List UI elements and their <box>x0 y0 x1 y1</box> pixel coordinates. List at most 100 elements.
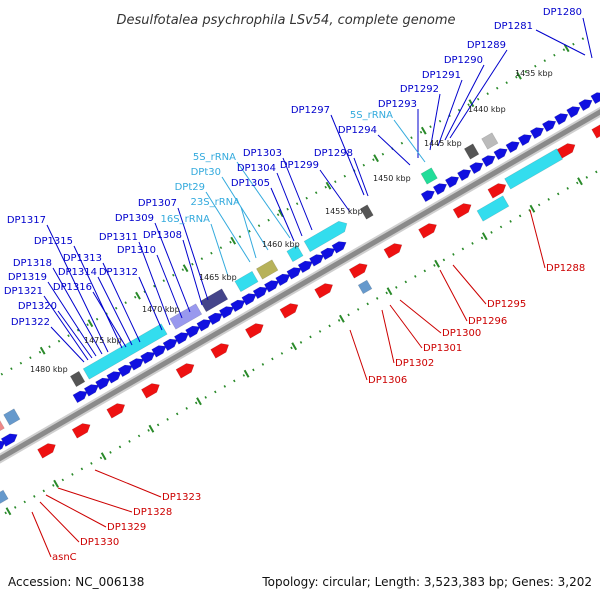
feature-label: DP1296 <box>468 316 507 327</box>
misc-feature <box>0 489 9 504</box>
scale-label: 1450 kbp <box>373 174 411 183</box>
misc-feature <box>255 259 279 280</box>
forward-cds <box>420 190 436 203</box>
misc-feature <box>463 143 480 160</box>
callout-line <box>452 264 487 305</box>
callout-line <box>45 494 107 528</box>
forward-cds <box>297 260 313 274</box>
feature-label: DP1311 <box>99 232 138 243</box>
feature-label: 23S_rRNA <box>191 197 241 208</box>
forward-cds <box>529 127 545 140</box>
forward-cds <box>275 273 291 287</box>
misc-feature <box>69 370 86 388</box>
callout-line <box>39 501 80 543</box>
callout-line <box>205 191 251 263</box>
forward-cds <box>218 306 235 319</box>
feature-label: DP1299 <box>280 160 319 171</box>
accession-text: Accession: NC_006138 <box>8 575 144 589</box>
feature-label: DP1320 <box>18 301 57 312</box>
feature-label: DP1293 <box>378 99 417 110</box>
feature-label: DP1288 <box>546 263 585 274</box>
forward-cds <box>263 280 280 293</box>
feature-label: asnC <box>52 552 77 563</box>
callout-line <box>43 295 89 361</box>
forward-cds <box>566 106 581 119</box>
feature-label: DP1309 <box>115 213 154 224</box>
reverse-cds <box>244 323 264 339</box>
reverse-cds <box>71 423 91 439</box>
forward-cds <box>106 371 122 384</box>
feature-label: DP1312 <box>99 267 138 278</box>
forward-cds <box>95 377 111 391</box>
callout-line <box>439 269 468 322</box>
label-callouts <box>31 17 593 558</box>
callout-line <box>94 469 162 498</box>
inner-tick-line <box>4 170 598 515</box>
feature-labels: DP1280 DP1281 DP1289 DP1290 DP1291 DP1292 DP12… <box>4 7 585 563</box>
callout-line <box>349 329 368 381</box>
forward-cds <box>241 293 257 306</box>
rna-feature <box>82 323 168 380</box>
callout-line <box>92 291 127 348</box>
callout-line <box>270 187 295 242</box>
forward-cds <box>331 241 347 254</box>
scale-ticks <box>0 37 598 516</box>
inner-tick-line-major <box>5 177 583 516</box>
feature-label: DP1322 <box>11 317 50 328</box>
feature-label: DP1295 <box>487 299 526 310</box>
callout-line <box>57 487 133 513</box>
scale-label: 1465 kbp <box>199 273 237 282</box>
callout-line <box>182 239 203 306</box>
forward-cds <box>444 176 460 189</box>
feature-label: DP1308 <box>143 230 182 241</box>
scale-label: 1455 kbp <box>325 207 363 216</box>
scale-label: 1480 kbp <box>30 365 68 374</box>
reverse-cds <box>487 183 507 199</box>
feature-label: DP1294 <box>338 125 377 136</box>
misc-feature <box>169 303 203 330</box>
forward-cds <box>252 286 268 300</box>
forward-cds <box>196 319 212 332</box>
scale-label: 1470 kbp <box>142 305 180 314</box>
scale-labels: 1435 kbp 1440 kbp 1445 kbp 1450 kbp 1455 kbp… <box>30 69 553 374</box>
callout-line <box>529 209 546 269</box>
callout-line <box>399 299 442 334</box>
feature-tracks <box>0 92 600 504</box>
callout-line <box>47 281 97 357</box>
forward-cds <box>481 155 496 168</box>
forward-cds <box>0 433 18 447</box>
forward-cds <box>173 332 190 345</box>
feature-label: DP1305 <box>231 178 270 189</box>
feature-label: DP1302 <box>395 358 434 369</box>
forward-cds <box>590 92 600 105</box>
forward-cds <box>505 141 520 154</box>
forward-cds <box>83 384 100 397</box>
scale-label: 1445 kbp <box>424 139 462 148</box>
rna-feature <box>420 167 438 185</box>
forward-cds <box>320 247 336 261</box>
forward-cds <box>140 351 156 365</box>
feature-label: DPt30 <box>191 167 221 178</box>
misc-feature <box>0 419 5 432</box>
reverse-cds <box>383 243 403 259</box>
callout-line <box>381 309 395 364</box>
feature-label: DP1307 <box>138 198 177 209</box>
scale-label: 1435 kbp <box>515 69 553 78</box>
rna-feature <box>476 195 510 222</box>
callout-line <box>73 245 123 349</box>
callout-line <box>282 157 313 231</box>
callout-line <box>449 49 508 139</box>
feature-label: DP1316 <box>53 282 92 293</box>
feature-label: 5S_rRNA <box>350 110 393 121</box>
callout-line <box>210 223 229 277</box>
forward-cds <box>432 183 448 196</box>
topology-summary: Topology: circular; Length: 3,523,383 bp… <box>261 575 592 589</box>
callout-line <box>177 207 209 301</box>
callout-line <box>389 304 423 349</box>
callout-line <box>377 134 411 166</box>
map-title: Desulfotalea psychrophila LSv54, complet… <box>116 13 455 28</box>
callout-line <box>138 276 163 331</box>
feature-label: DP1300 <box>442 328 481 339</box>
forward-cds <box>578 99 593 112</box>
